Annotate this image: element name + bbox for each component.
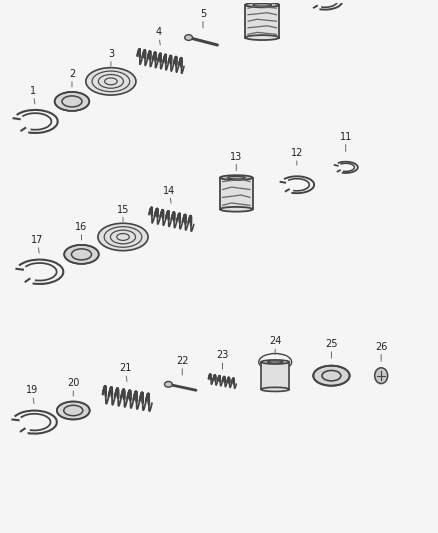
Text: 17: 17 [31, 235, 43, 253]
Text: 13: 13 [230, 151, 242, 171]
Text: 26: 26 [375, 342, 387, 361]
Text: 14: 14 [163, 185, 175, 203]
Text: 2: 2 [69, 69, 75, 87]
Ellipse shape [261, 387, 289, 391]
Bar [245, 5, 279, 38]
Ellipse shape [313, 366, 350, 386]
Ellipse shape [57, 401, 90, 419]
Bar [220, 177, 253, 209]
Text: 11: 11 [339, 132, 352, 151]
Text: 23: 23 [216, 350, 229, 369]
Text: 16: 16 [75, 222, 88, 240]
Ellipse shape [185, 35, 193, 41]
Ellipse shape [165, 382, 172, 387]
Text: 20: 20 [67, 378, 79, 396]
Text: 12: 12 [291, 148, 303, 165]
Ellipse shape [86, 68, 136, 95]
Text: 5: 5 [200, 9, 206, 28]
Ellipse shape [253, 4, 272, 6]
Text: 9: 9 [0, 532, 1, 533]
Text: 10: 10 [0, 532, 1, 533]
Text: 1: 1 [30, 86, 36, 104]
Ellipse shape [64, 245, 99, 264]
Text: 21: 21 [119, 364, 131, 382]
Text: 6: 6 [0, 532, 1, 533]
Ellipse shape [227, 176, 245, 179]
Ellipse shape [268, 361, 283, 363]
Text: 4: 4 [155, 27, 162, 45]
Text: 22: 22 [176, 356, 188, 375]
Ellipse shape [245, 35, 279, 40]
Ellipse shape [220, 207, 253, 212]
Ellipse shape [55, 92, 89, 111]
Bar [261, 362, 289, 390]
Text: 3: 3 [108, 49, 114, 66]
Text: 15: 15 [117, 205, 129, 222]
Text: 25: 25 [325, 339, 338, 358]
Ellipse shape [220, 175, 253, 180]
Ellipse shape [98, 223, 148, 251]
Ellipse shape [245, 3, 279, 7]
Circle shape [374, 368, 388, 384]
Text: 24: 24 [269, 336, 281, 354]
Text: 19: 19 [26, 385, 38, 403]
Ellipse shape [261, 360, 289, 364]
